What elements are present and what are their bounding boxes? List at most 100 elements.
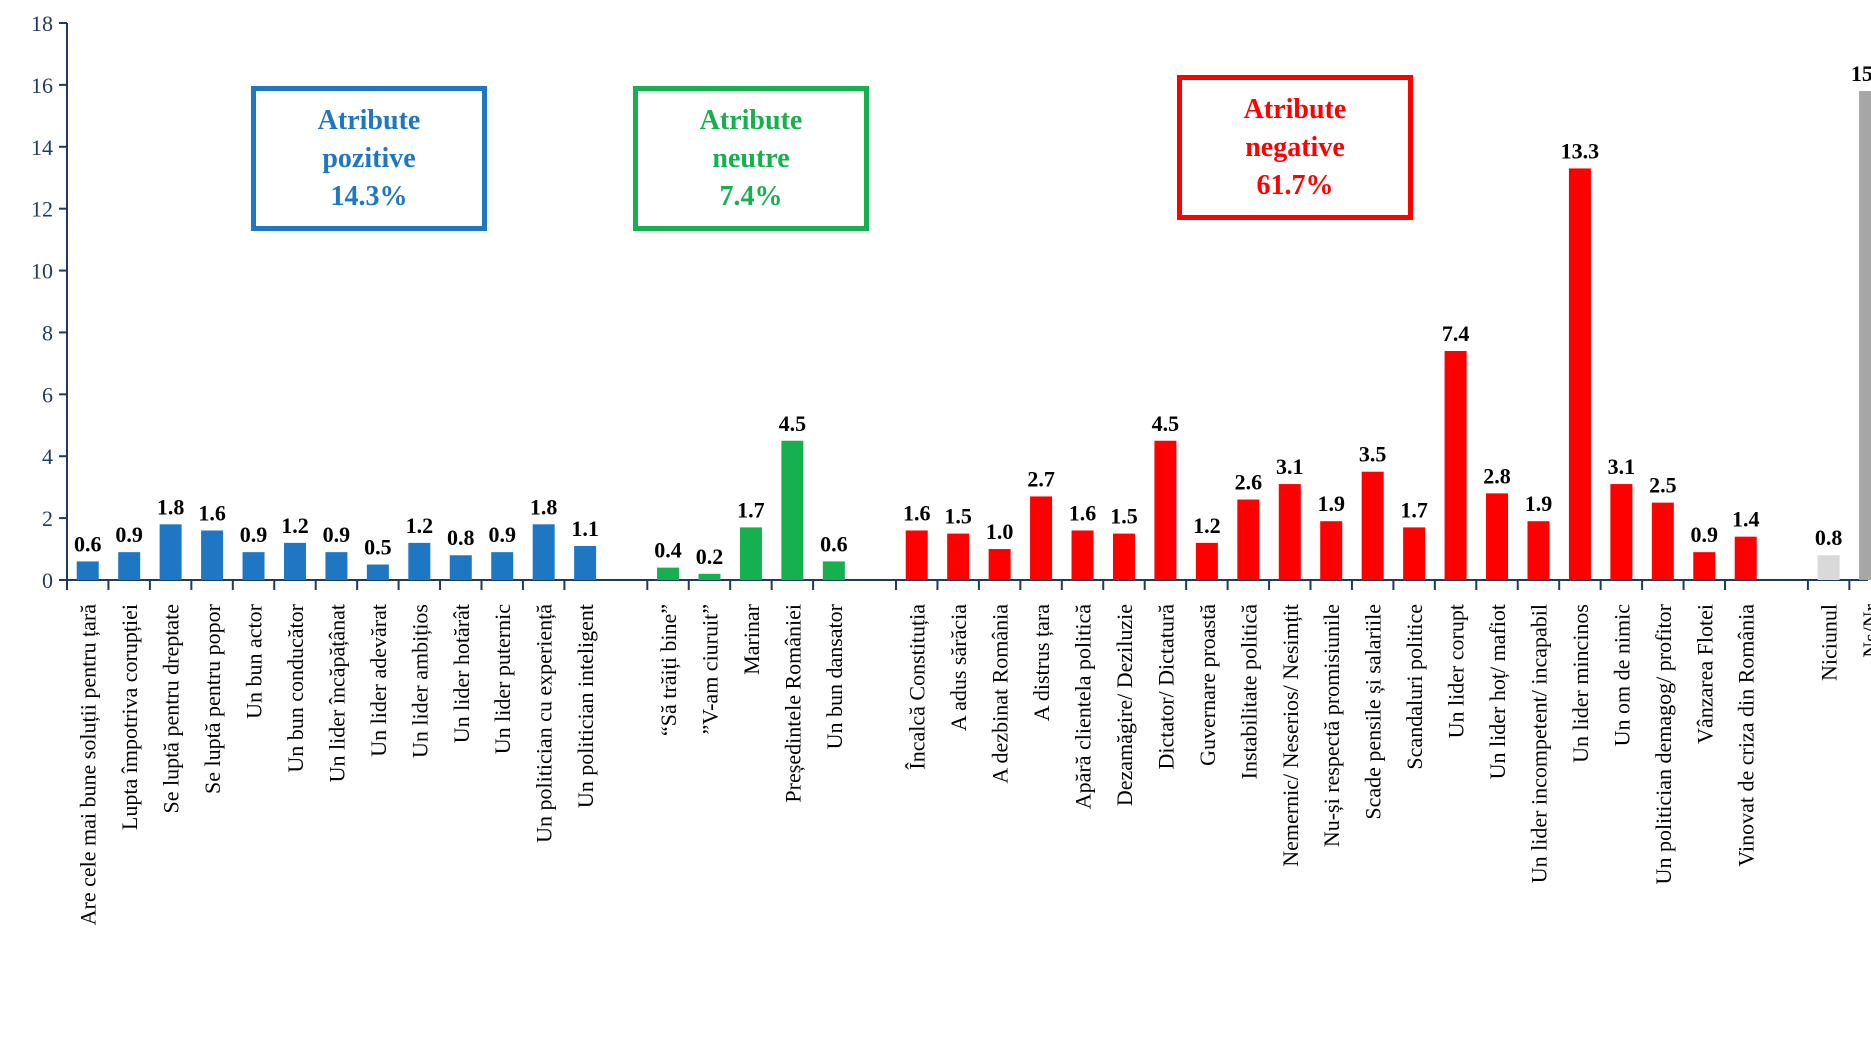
category-label: Un lider corupt (1444, 604, 1469, 738)
category-label: Vânzarea Flotei (1692, 604, 1717, 744)
value-label: 0.8 (447, 525, 475, 550)
value-label: 2.7 (1027, 466, 1055, 491)
positive-box-value: 14.3% (330, 180, 408, 212)
negative-box-value: 61.7% (1256, 169, 1334, 201)
value-label: 2.5 (1649, 473, 1677, 498)
category-label: Nș/Nr (1858, 603, 1871, 657)
bar-negative-16 (1568, 168, 1591, 580)
bar-negative-13 (1444, 351, 1467, 580)
bar-neutral-2 (739, 527, 762, 580)
category-label: Încalcă Constituția (905, 604, 930, 770)
value-label: 4.5 (1152, 411, 1180, 436)
category-label: Guvernare proastă (1195, 604, 1220, 766)
category-label: Are cele mai bune soluții pentru țară (76, 604, 101, 926)
category-label: Instabilitate politică (1236, 604, 1261, 780)
value-label: 2.8 (1483, 463, 1511, 488)
value-label: 7.4 (1442, 321, 1470, 346)
value-label: 1.9 (1317, 491, 1345, 516)
bar-neutral-4 (822, 561, 845, 580)
y-tick-label: 14 (31, 135, 53, 160)
value-label: 0.2 (696, 544, 724, 569)
value-label: 0.9 (1691, 522, 1719, 547)
bar-negative-8 (1237, 499, 1260, 580)
value-label: 1.7 (1400, 497, 1428, 522)
category-label: Nu-și respectă promisiunile (1319, 604, 1344, 847)
bar-positive-3 (201, 530, 224, 580)
category-label: ”V-am ciuruit” (697, 604, 722, 735)
bar-positive-1 (118, 552, 141, 580)
category-label: Un lider puternic (490, 604, 515, 755)
category-label: A distrus țara (1029, 604, 1054, 722)
bar-negative-20 (1734, 536, 1757, 580)
bar-negative-7 (1195, 542, 1218, 580)
x-axis (66, 579, 1868, 590)
category-label: Apără clientela politică (1071, 604, 1096, 809)
y-tick-label: 10 (31, 259, 53, 284)
category-label: Se luptă pentru popor (200, 603, 225, 794)
bar-negative-2 (988, 549, 1011, 580)
y-tick-label: 16 (31, 73, 53, 98)
bar-positive-5 (283, 542, 306, 580)
category-label: Un politician cu experiență (532, 604, 557, 843)
value-label: 13.3 (1561, 138, 1600, 163)
category-labels: Are cele mai bune soluții pentru țară Lup… (76, 603, 1871, 925)
y-tick-label: 18 (31, 11, 53, 36)
value-label: 1.8 (530, 494, 558, 519)
bar-neutral-0 (657, 567, 680, 580)
neutral-box-title-line2: neutre (712, 142, 790, 174)
category-label: Un lider hotărât (449, 604, 474, 743)
category-label: Un lider hoț/ mafiot (1485, 604, 1510, 779)
value-label: 3.1 (1276, 454, 1304, 479)
value-label: 0.9 (323, 522, 351, 547)
bar-other-0 (1817, 555, 1840, 580)
y-tick-label: 2 (42, 506, 53, 531)
category-label: Un politician inteligent (573, 604, 598, 808)
neutral-box-value: 7.4% (719, 180, 783, 212)
value-label: 1.6 (1069, 500, 1097, 525)
bar-positive-8 (408, 542, 431, 580)
bar-negative-14 (1486, 493, 1509, 580)
bar-negative-4 (1071, 530, 1094, 580)
value-label: 1.6 (198, 500, 226, 525)
neutral-attributes-box: Atribute neutre 7.4% (633, 86, 869, 231)
positive-box-title-line2: pozitive (322, 142, 416, 174)
bar-positive-2 (159, 524, 182, 580)
bar-positive-10 (491, 552, 514, 580)
value-label: 0.6 (74, 531, 102, 556)
category-label: Un lider mincinos (1568, 604, 1593, 763)
value-label: 1.2 (281, 513, 309, 538)
value-label: 0.4 (654, 538, 682, 563)
category-label: A adus sărăcia (946, 604, 971, 731)
value-label: 1.1 (571, 516, 599, 541)
category-label: Un bun conducător (283, 603, 308, 772)
category-label: Nemernic/ Neserios/ Nesimțit (1278, 604, 1303, 867)
category-label: Un om de nimic (1609, 604, 1634, 747)
value-label: 1.2 (1193, 513, 1221, 538)
value-label: 1.7 (737, 497, 765, 522)
y-tick-label: 6 (42, 382, 53, 407)
bar-positive-7 (366, 564, 389, 580)
bar-positive-11 (532, 524, 555, 580)
category-label: Un lider încăpățânat (324, 604, 349, 782)
value-label: 1.2 (406, 513, 434, 538)
y-tick-label: 12 (31, 197, 53, 222)
bar-positive-9 (449, 555, 472, 580)
bar-positive-0 (76, 561, 99, 580)
bar-positive-4 (242, 552, 265, 580)
negative-box-title-line2: negative (1245, 131, 1345, 163)
category-label: Un politician demagog/ profitor (1651, 603, 1676, 884)
bar-neutral-3 (781, 440, 804, 580)
value-label: 0.5 (364, 535, 392, 560)
positive-box-title-line1: Atribute (317, 104, 421, 136)
category-label: Un bun actor (242, 603, 267, 719)
bar-negative-11 (1361, 471, 1384, 580)
value-label: 1.8 (157, 494, 185, 519)
negative-attributes-box: Atribute negative 61.7% (1177, 75, 1413, 220)
category-label: Dictator/ Dictatură (1153, 604, 1178, 770)
category-label: Lupta împotriva corupției (117, 604, 142, 830)
value-label: 1.6 (903, 500, 931, 525)
bar-negative-18 (1651, 502, 1674, 580)
bar-negative-19 (1693, 552, 1716, 580)
value-label: 15.8 (1851, 61, 1871, 86)
y-tick-label: 8 (42, 320, 53, 345)
